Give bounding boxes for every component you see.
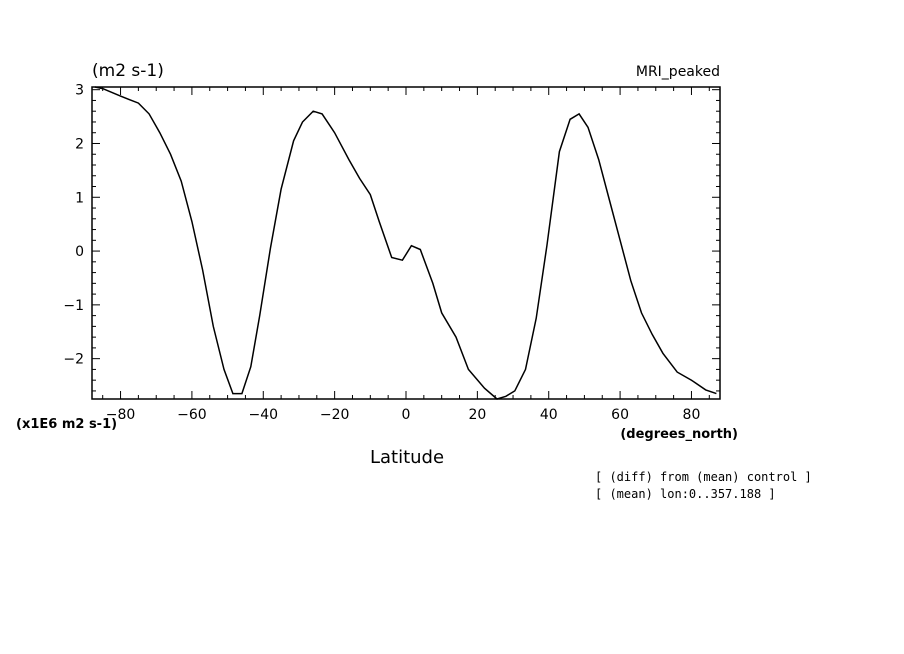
x-tick-label: 40 [540, 407, 558, 423]
y-tick-label: −2 [63, 352, 84, 368]
chart-title: MRI_peaked [636, 64, 720, 80]
y-scale-label: (x1E6 m2 s-1) [16, 417, 117, 432]
plot-frame [91, 86, 721, 400]
axis-ticks [92, 87, 720, 399]
x-tick-label: −40 [248, 407, 278, 423]
y-tick-label: 1 [75, 190, 84, 206]
x-tick-label: 0 [402, 407, 411, 423]
x-tick-label: 60 [611, 407, 629, 423]
note-mean: [ (mean) lon:0..357.188 ] [595, 487, 776, 501]
y-tick-label: −1 [63, 298, 84, 314]
series-line [94, 86, 717, 400]
x-tick-label: −60 [177, 407, 207, 423]
x-tick-label: 20 [468, 407, 486, 423]
x-tick-label: −20 [320, 407, 350, 423]
x-tick-label: 80 [683, 407, 701, 423]
note-diff: [ (diff) from (mean) control ] [595, 470, 812, 484]
tick-labels: −80 −60 −40 −20 0 20 40 60 80 −2 −1 0 1 2 3 [63, 83, 700, 423]
y-tick-label: 3 [75, 83, 84, 99]
y-unit-label: (m2 s-1) [92, 61, 164, 81]
x-axis-title: Latitude [370, 447, 444, 468]
y-tick-label: 2 [75, 136, 84, 152]
y-tick-label: 0 [75, 244, 84, 260]
x-tick-label: −80 [106, 407, 136, 423]
x-unit-label: (degrees_north) [620, 427, 738, 442]
